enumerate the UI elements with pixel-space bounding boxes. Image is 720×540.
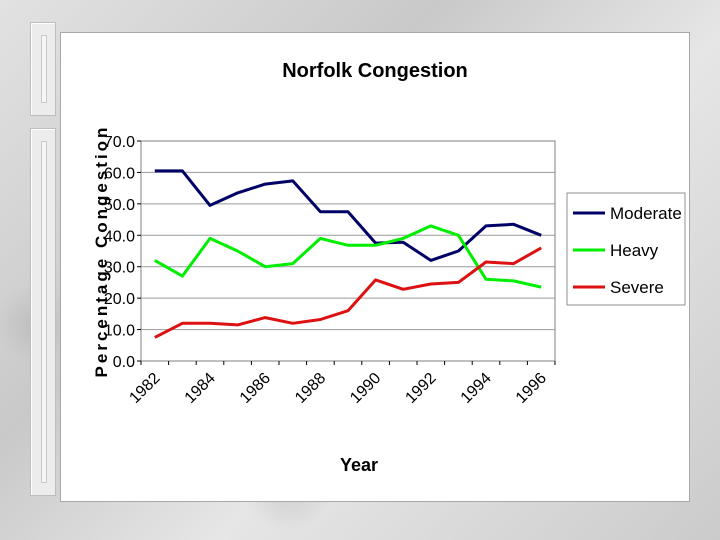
x-tick-label: 1984 xyxy=(182,370,219,407)
y-tick-label: 20.0 xyxy=(104,291,135,308)
side-tab-bottom xyxy=(30,128,56,496)
line-chart: Norfolk Congestion 0.0 10.0 20.0 30.0 40.0 50… xyxy=(92,60,686,475)
x-tick-label: 1986 xyxy=(237,370,274,407)
legend-label-moderate: Moderate xyxy=(610,204,682,223)
x-axis-label: Year xyxy=(340,455,378,475)
y-tick-label: 0.0 xyxy=(113,354,135,371)
x-tick-label: 1990 xyxy=(347,370,384,407)
y-tick-label: 40.0 xyxy=(104,228,135,245)
series-line-moderate xyxy=(154,169,542,262)
y-tick-label: 60.0 xyxy=(104,165,135,182)
legend-label-severe: Severe xyxy=(610,278,664,297)
y-tick-label: 70.0 xyxy=(104,134,135,151)
series-line-severe xyxy=(154,246,542,339)
y-tick-label: 30.0 xyxy=(104,260,135,277)
y-tick-label: 10.0 xyxy=(104,323,135,340)
plot-area xyxy=(140,140,556,362)
y-axis-label: Percentage Congestion xyxy=(92,125,111,378)
series-line-heavy xyxy=(154,224,542,289)
x-tick-label: 1996 xyxy=(513,370,550,407)
legend: Moderate Heavy Severe xyxy=(566,192,686,306)
x-tick-label: 1994 xyxy=(458,370,495,407)
x-tick-label: 1982 xyxy=(126,370,163,407)
x-tick-label: 1988 xyxy=(292,370,329,407)
legend-label-heavy: Heavy xyxy=(610,241,659,260)
chart-title: Norfolk Congestion xyxy=(282,60,468,82)
side-tab-top xyxy=(30,22,56,116)
y-tick-label: 50.0 xyxy=(104,197,135,214)
chart-panel: Norfolk Congestion 0.0 10.0 20.0 30.0 40.0 50… xyxy=(60,32,690,502)
x-tick-label: 1992 xyxy=(402,370,439,407)
